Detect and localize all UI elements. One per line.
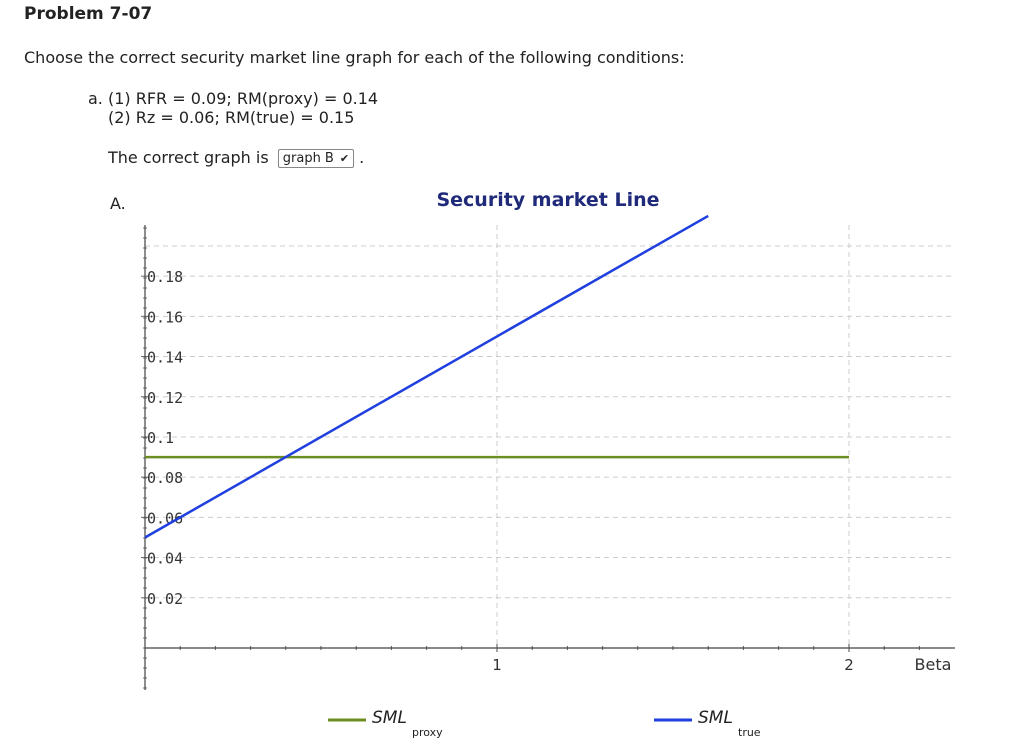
- answer-label: The correct graph is: [108, 148, 269, 167]
- x-tick-label: 2: [844, 656, 854, 674]
- chevron-down-icon: ✔: [339, 152, 350, 165]
- legend-subscript-true: true: [738, 726, 761, 739]
- y-tick-label: 0.08: [147, 469, 183, 487]
- y-tick-label: 0.16: [147, 308, 183, 326]
- y-tick-label: 0.1: [147, 429, 174, 447]
- condition-1-prefix: a. (1): [88, 89, 131, 108]
- legend-subscript-proxy: proxy: [412, 726, 443, 739]
- x-tick-label: 1: [492, 656, 502, 674]
- y-tick-label: 0.14: [147, 349, 183, 367]
- condition-1-text: RFR = 0.09; RM(proxy) = 0.14: [135, 89, 379, 108]
- graph-select-value: graph B: [282, 151, 334, 166]
- problem-title: Problem 7-07: [24, 4, 153, 24]
- instruction-text: Choose the correct security market line …: [24, 48, 685, 67]
- answer-trailing: .: [359, 148, 365, 167]
- condition-1: a. (1) RFR = 0.09; RM(proxy) = 0.14: [88, 89, 378, 109]
- graph-option-label: A.: [110, 194, 126, 213]
- legend-label-proxy: SML: [372, 708, 407, 728]
- legend-label-true: SML: [698, 708, 733, 728]
- condition-2: (2) Rz = 0.06; RM(true) = 0.15: [108, 108, 354, 128]
- y-tick-label: 0.02: [147, 590, 183, 608]
- x-axis-label: Beta: [915, 655, 952, 674]
- y-tick-label: 0.04: [147, 550, 183, 568]
- series-line-true: [144, 214, 709, 539]
- y-tick-label: 0.06: [147, 509, 183, 527]
- y-tick-label: 0.12: [147, 389, 183, 407]
- condition-2-prefix: (2): [108, 108, 131, 127]
- answer-row: The correct graph is graph B ✔ .: [108, 148, 364, 168]
- chart-title: Security market Line: [436, 189, 659, 211]
- graph-select-dropdown[interactable]: graph B ✔: [277, 149, 355, 168]
- y-tick-label: 0.18: [147, 268, 183, 286]
- condition-2-text: Rz = 0.06; RM(true) = 0.15: [135, 108, 355, 127]
